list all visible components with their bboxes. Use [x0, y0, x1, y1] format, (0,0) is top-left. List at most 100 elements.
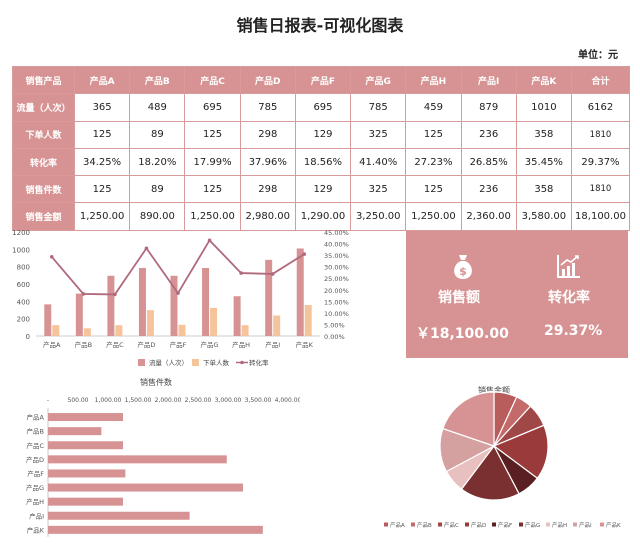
bar-orders [241, 325, 249, 336]
table-cell: 125 [73, 120, 131, 149]
legend-label: 产品K [606, 521, 621, 529]
legend-swatch [138, 359, 145, 366]
table-cell: 89 [129, 120, 186, 149]
unit-label: 单位：元 [578, 50, 618, 61]
legend-swatch [465, 522, 469, 527]
legend-label: 产品A [390, 521, 405, 529]
hbar [48, 497, 123, 506]
conversion-point [113, 292, 117, 297]
table-cell: 489 [129, 93, 186, 122]
right-axis-tick: 5.00% [324, 321, 345, 329]
conversion-point [302, 252, 307, 256]
hbar [48, 469, 126, 478]
table-header-cell: 产品D [239, 65, 296, 95]
right-axis-tick: 0.00% [324, 333, 345, 341]
table-cell: 26.85% [460, 147, 517, 177]
bar-traffic [265, 259, 273, 336]
pie-chart-title: 销售金额 [478, 385, 510, 395]
svg-text:$: $ [459, 265, 467, 278]
hbar [48, 441, 123, 450]
conversion-point [239, 271, 243, 275]
x-axis-tick: 产品C [106, 340, 124, 349]
legend-label: 产品C [444, 521, 459, 529]
money-bag-icon: $ [454, 255, 472, 279]
table-cell: 29.37% [571, 147, 630, 177]
conversion-point [270, 272, 275, 276]
table-cell: 1,250.00 [73, 202, 131, 231]
bar-orders [178, 324, 186, 336]
x-axis-tick: 产品G [201, 340, 219, 349]
x-axis-tick: 产品K [296, 340, 314, 349]
table-row: 销售件数 125 89 125 298 129 325 125 236 358 1810 [12, 175, 630, 204]
table-cell: 1010 [515, 93, 573, 122]
table-cell: 2,980.00 [239, 202, 296, 231]
hbar [48, 455, 227, 464]
legend-swatch [384, 522, 388, 527]
table-cell: 365 [73, 93, 131, 122]
legend-swatch [519, 522, 523, 527]
y-axis-tick: 产品C [26, 441, 44, 450]
hbar [48, 511, 190, 520]
table-header-cell: 产品A [73, 65, 131, 95]
x-axis-tick: 3,000.00 [215, 397, 242, 404]
x-axis-tick: 产品B [75, 340, 92, 349]
kpi-panel: $ 销售额 转化率 ￥18,100.00 29.37% [406, 231, 628, 358]
combo-chart: 0 200 400 600 800 1000 1200 0.00% 5.00% 10.00% 15.… [12, 229, 349, 367]
left-axis-tick: 400 [17, 298, 30, 306]
table-cell: 695 [294, 93, 352, 122]
right-axis-tick: 35.00% [324, 252, 349, 260]
legend-swatch [573, 522, 577, 527]
legend-swatch [600, 522, 604, 527]
x-axis-tick: 产品F [170, 340, 187, 349]
sales-value: ￥18,100.00 [416, 326, 509, 342]
right-axis-tick: 20.00% [324, 287, 349, 295]
bar-orders [52, 325, 60, 336]
table-cell: 325 [350, 120, 407, 149]
table-cell: 18.20% [129, 147, 186, 177]
table-row-label: 转化率 [12, 147, 75, 177]
bar-orders [304, 304, 312, 336]
y-axis-tick: 产品H [26, 497, 44, 506]
legend-label: 产品H [552, 521, 567, 529]
table-header-cell: 产品F [294, 65, 352, 95]
table-cell: 785 [239, 93, 296, 122]
legend-marker [240, 360, 244, 365]
table-cell: 125 [73, 175, 131, 204]
bar-traffic [233, 296, 241, 336]
page-title: 销售日报表-可视化图表 [236, 16, 404, 35]
table-cell: 41.40% [350, 147, 407, 177]
legend-label: 产品D [471, 521, 486, 529]
right-axis-tick: 40.00% [324, 241, 349, 249]
horizontal-bar-chart: 销售件数 - 500.00 1,000.00 1,500.00 2,000.00 2,500… [26, 377, 300, 537]
table-cell: 125 [405, 175, 462, 204]
table-cell: 37.96% [239, 147, 296, 177]
legend-swatch [492, 522, 496, 527]
bar-traffic [202, 267, 210, 336]
conversion-value: 29.37% [544, 323, 603, 339]
x-axis-tick: 1,500.00 [125, 397, 152, 404]
table-cell: 34.25% [73, 147, 131, 177]
bar-orders [146, 310, 154, 336]
table-header-cell: 产品H [405, 65, 462, 95]
legend-label: 产品B [417, 521, 432, 529]
pie-slice [460, 444, 520, 501]
table-cell: 3,580.00 [515, 202, 573, 231]
y-axis-tick: 产品F [27, 469, 44, 478]
table-cell: 35.45% [515, 147, 573, 177]
legend-swatch [192, 359, 199, 366]
pie-slice [492, 424, 549, 480]
x-axis-tick: 4,000.00 [275, 397, 300, 404]
right-axis-tick: 45.00% [324, 229, 349, 237]
table-header-cell: 产品C [184, 65, 241, 95]
table-corner-header: 销售产品 [12, 65, 75, 95]
table-cell: 2,360.00 [460, 202, 517, 231]
table-cell: 129 [294, 120, 352, 149]
table-row: 下单人数 125 89 125 298 129 325 125 236 358 1810 [12, 120, 630, 149]
table-row: 流量（人次） 365 489 695 785 695 785 459 879 1010 6162 [12, 93, 630, 122]
legend-label: 产品F [498, 521, 512, 529]
x-axis-tick: 产品I [265, 340, 280, 349]
table-cell: 125 [184, 175, 241, 204]
left-axis-tick: 1000 [12, 246, 30, 254]
x-axis-tick: 3,500.00 [245, 397, 272, 404]
bar-traffic [296, 248, 304, 336]
